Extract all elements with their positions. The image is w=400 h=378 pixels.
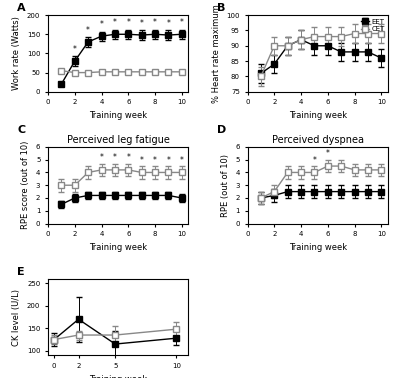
Legend: EET, CET: EET, CET [361,19,384,32]
Text: *: * [100,20,104,29]
Text: *: * [126,153,130,162]
Text: *: * [113,19,117,27]
Y-axis label: RPE score (out of 10): RPE score (out of 10) [21,141,30,229]
Y-axis label: % Heart rate maximum: % Heart rate maximum [212,4,221,103]
Text: *: * [86,26,90,35]
Y-axis label: RPE (out of 10): RPE (out of 10) [221,154,230,217]
Y-axis label: CK level (U/L): CK level (U/L) [12,288,21,345]
X-axis label: Training week: Training week [289,111,347,120]
Text: *: * [180,155,184,164]
Text: *: * [312,155,316,164]
Title: Perceived dyspnea: Perceived dyspnea [272,135,364,145]
Text: *: * [73,45,77,54]
Text: *: * [153,19,157,27]
Text: E: E [17,267,25,277]
X-axis label: Training week: Training week [89,243,147,252]
Text: A: A [17,3,26,13]
X-axis label: Training week: Training week [89,375,147,378]
Text: *: * [113,153,117,162]
Text: *: * [166,19,170,28]
Text: *: * [140,19,144,28]
Text: *: * [180,19,184,27]
X-axis label: Training week: Training week [289,243,347,252]
Text: *: * [126,19,130,27]
X-axis label: Training week: Training week [89,111,147,120]
Title: Perceived leg fatigue: Perceived leg fatigue [67,135,170,145]
Text: *: * [326,149,330,158]
Text: *: * [140,155,144,164]
Text: C: C [17,125,25,135]
Text: B: B [216,3,225,13]
Text: *: * [100,153,104,162]
Text: *: * [153,155,157,164]
Text: D: D [216,125,226,135]
Y-axis label: Work rate (Watts): Work rate (Watts) [12,17,21,90]
Text: *: * [166,155,170,164]
